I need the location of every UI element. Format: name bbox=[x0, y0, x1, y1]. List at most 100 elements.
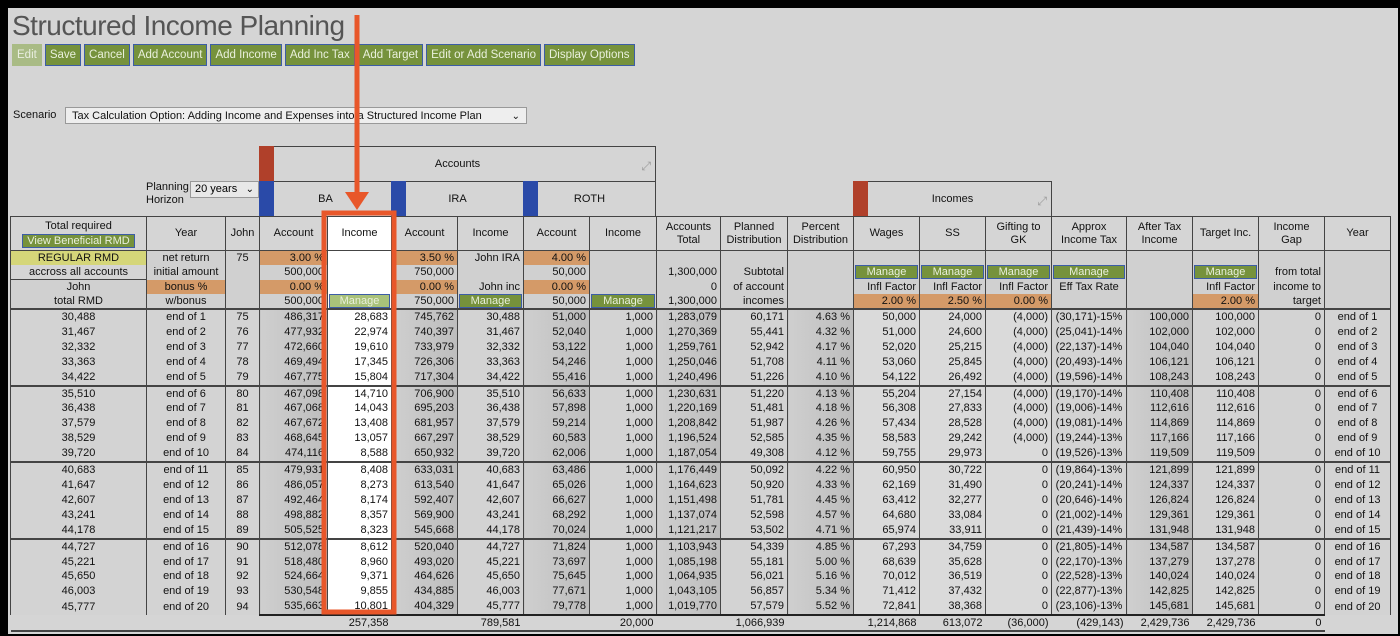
display-options-button[interactable]: Display Options bbox=[543, 44, 635, 66]
cell-ba-account: 467,672 bbox=[259, 416, 328, 432]
param-roth-account: 50,000 bbox=[523, 294, 590, 309]
cell-after-tax-income: 134,587 bbox=[1126, 537, 1193, 555]
view-beneficial-rmd-button[interactable]: View Beneficial RMD bbox=[22, 233, 135, 248]
cell-percent-distribution: 4.10 % bbox=[787, 369, 854, 386]
param-roth-account[interactable]: 4.00 % bbox=[523, 250, 590, 265]
cell-ira-account: 740,397 bbox=[391, 324, 458, 340]
cell-accounts-total: 1,250,046 bbox=[656, 354, 721, 370]
header-label: Wages bbox=[869, 227, 904, 239]
param-ira-account[interactable]: 0.00 % bbox=[391, 279, 458, 294]
manage-ira-income-button[interactable]: Manage bbox=[459, 294, 522, 308]
param-percent-distribution bbox=[787, 265, 854, 280]
cell-year-end: end of 9 bbox=[1324, 431, 1391, 447]
collapse-icon[interactable]: ⤢ bbox=[1037, 194, 1047, 208]
cell-roth-income: 1,000 bbox=[589, 492, 657, 508]
cell-ira-income: 44,727 bbox=[457, 537, 524, 555]
cell-wages: 58,583 bbox=[853, 431, 920, 447]
param-ira-account[interactable]: 750,000 bbox=[391, 265, 458, 280]
cell-ba-income: 8,960 bbox=[327, 554, 392, 570]
cell-ira-income: 41,647 bbox=[457, 477, 524, 493]
param-ba-account[interactable]: 500,000 bbox=[259, 265, 328, 280]
param-ira-account[interactable]: 3.50 % bbox=[391, 250, 458, 265]
cell-year: end of 4 bbox=[146, 354, 226, 370]
table-row: 35,510 end of 6 80 467,098 14,710 706,900 35,5… bbox=[10, 384, 1391, 402]
cell-roth-income: 1,000 bbox=[589, 599, 657, 616]
planning-horizon-select[interactable]: 20 years ⌄ bbox=[190, 181, 259, 198]
add-inc-tax-button[interactable]: Add Inc Tax bbox=[284, 44, 355, 66]
cell-rmd: 45,221 bbox=[10, 554, 147, 570]
cell-ba-income: 8,174 bbox=[327, 492, 392, 508]
cell-ba-income: 8,612 bbox=[327, 537, 392, 555]
manage-income-tax-button[interactable]: Manage bbox=[1053, 265, 1125, 280]
cell-year-end: end of 3 bbox=[1324, 339, 1391, 355]
manage-ss-button[interactable]: Manage bbox=[921, 265, 984, 280]
cell-ira-income: 33,363 bbox=[457, 354, 524, 370]
cancel-button[interactable]: Cancel bbox=[84, 44, 130, 66]
param-ba-account[interactable]: 0.00 % bbox=[259, 279, 328, 294]
roth-color-marker bbox=[523, 181, 538, 217]
edit-or-add-scenario-button[interactable]: Edit or Add Scenario bbox=[426, 44, 541, 66]
cell-ba-account: 467,098 bbox=[259, 384, 328, 402]
add-account-button[interactable]: Add Account bbox=[132, 44, 208, 66]
param-gifting-gk[interactable]: 0.00 % bbox=[985, 294, 1052, 309]
param-roth-account[interactable]: 50,000 bbox=[523, 265, 590, 280]
cell-income-gap: 0 bbox=[1258, 569, 1325, 585]
collapse-icon[interactable]: ⤢ bbox=[641, 159, 651, 173]
param-target-income[interactable]: 2.00 % bbox=[1192, 294, 1259, 309]
cell-target-income: 110,408 bbox=[1192, 384, 1259, 402]
parameter-row: accross all accounts initial amount 500,00… bbox=[10, 265, 1391, 280]
ba-account-header: BA bbox=[259, 181, 392, 217]
add-income-button[interactable]: Add Income bbox=[210, 44, 282, 66]
param-ba-account: 500,000 bbox=[259, 294, 328, 309]
param-gifting-gk: Infl Factor bbox=[985, 279, 1052, 294]
header-income-tax: Approx Income Tax bbox=[1051, 216, 1127, 251]
cell-gifting-gk: (4,000) bbox=[985, 401, 1052, 417]
manage-wages-button[interactable]: Manage bbox=[855, 265, 918, 280]
cell-age: 84 bbox=[225, 446, 260, 463]
total-roth-account bbox=[523, 614, 590, 633]
scenario-select[interactable]: Tax Calculation Option: Adding Income an… bbox=[65, 107, 527, 124]
cell-year: end of 19 bbox=[146, 584, 226, 600]
cell-after-tax-income: 137,279 bbox=[1126, 554, 1193, 570]
manage-gifting-gk-button[interactable]: Manage bbox=[987, 265, 1050, 280]
cell-age: 87 bbox=[225, 492, 260, 508]
edit-button[interactable]: Edit bbox=[12, 44, 42, 66]
cell-roth-account: 57,898 bbox=[523, 401, 590, 417]
cell-after-tax-income: 104,040 bbox=[1126, 339, 1193, 355]
planning-horizon-value: 20 years bbox=[195, 183, 238, 195]
add-target-button[interactable]: Add Target bbox=[357, 44, 424, 66]
cell-target-income: 140,024 bbox=[1192, 569, 1259, 585]
cell-income-tax: (22,528)-13% bbox=[1051, 569, 1127, 585]
param-year[interactable]: bonus % bbox=[146, 279, 226, 294]
cell-income-gap: 0 bbox=[1258, 477, 1325, 493]
table-row: 37,579 end of 8 82 467,672 13,408 681,957 37,5… bbox=[10, 416, 1391, 432]
total-ira-income: 789,581 bbox=[457, 614, 524, 633]
param-age bbox=[225, 294, 260, 309]
cell-planned-distribution: 51,708 bbox=[720, 354, 788, 370]
cell-after-tax-income: 106,121 bbox=[1126, 354, 1193, 370]
cell-income-gap: 0 bbox=[1258, 324, 1325, 340]
incomes-group-header: Incomes ⤢ bbox=[853, 181, 1052, 217]
cell-target-income: 137,278 bbox=[1192, 554, 1259, 570]
cell-target-income: 142,825 bbox=[1192, 584, 1259, 600]
param-roth-account[interactable]: 0.00 % bbox=[523, 279, 590, 294]
param-ss[interactable]: 2.50 % bbox=[919, 294, 986, 309]
cell-rmd: 36,438 bbox=[10, 401, 147, 417]
param-wages[interactable]: 2.00 % bbox=[853, 294, 920, 309]
param-target-income bbox=[1192, 250, 1259, 265]
table-row: 33,363 end of 4 78 469,494 17,345 726,306 33,3… bbox=[10, 354, 1391, 370]
roth-account-header: ROTH bbox=[523, 181, 656, 217]
manage-ba-income-button[interactable]: Manage bbox=[329, 294, 390, 308]
param-ira-income: John inc bbox=[457, 279, 524, 294]
cell-ba-account: 486,057 bbox=[259, 477, 328, 493]
cell-ba-account: 498,882 bbox=[259, 507, 328, 523]
save-button[interactable]: Save bbox=[44, 44, 82, 66]
cell-income-tax: (19,170)-14% bbox=[1051, 384, 1127, 402]
incomes-color-marker bbox=[853, 181, 868, 217]
cell-income-tax: (19,526)-13% bbox=[1051, 446, 1127, 463]
manage-target-income-button[interactable]: Manage bbox=[1194, 265, 1257, 280]
cell-percent-distribution: 4.18 % bbox=[787, 401, 854, 417]
param-ba-account[interactable]: 3.00 % bbox=[259, 250, 328, 265]
manage-roth-income-button[interactable]: Manage bbox=[591, 294, 655, 308]
cell-roth-income: 1,000 bbox=[589, 569, 657, 585]
